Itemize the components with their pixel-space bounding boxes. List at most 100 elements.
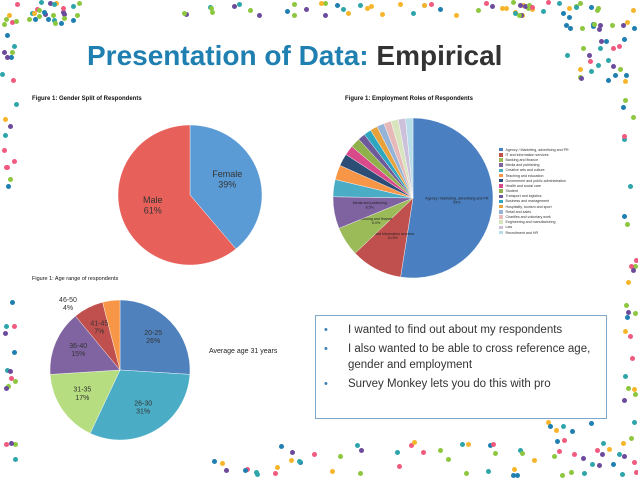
legend-label: Business and management: [505, 199, 550, 204]
legend-swatch: [499, 184, 503, 188]
pie-slice-26-30: [89, 369, 191, 440]
decor-dot: [622, 453, 628, 459]
decor-dot: [12, 44, 18, 50]
decor-dot: [627, 334, 633, 340]
decor-dot: [594, 8, 600, 14]
pie-data-label: IT and information services 10.5%: [371, 232, 414, 240]
decor-dot: [511, 467, 517, 473]
legend-item: Engineering and manufacturing: [499, 220, 619, 225]
decor-dot: [599, 39, 605, 45]
decor-dot: [408, 443, 414, 449]
legend-label: Banking and finance: [505, 157, 539, 162]
decor-dot: [609, 22, 615, 28]
decor-dot: [60, 9, 66, 15]
decor-dot: [567, 15, 573, 21]
decor-dot: [341, 7, 347, 13]
legend-item: Recruitment and HR: [499, 230, 619, 235]
age-pie-svg: 20-25 26% 26-30 31% 31-35 17% 36-40 15%41-45 7% 4…: [49, 297, 191, 440]
decor-dot: [555, 438, 561, 444]
bullet-icon: •: [324, 378, 328, 390]
decor-dot: [4, 368, 10, 374]
decor-dot: [631, 8, 637, 14]
legend-swatch: [499, 204, 503, 209]
decor-dot: [546, 0, 552, 6]
decor-dot: [578, 67, 584, 73]
legend-item: Creative arts and culture: [499, 168, 619, 173]
decor-dot: [209, 6, 215, 12]
bullet-text: Survey Monkey lets you do this with pro: [348, 378, 551, 390]
legend-swatch: [499, 230, 503, 235]
decor-dot: [312, 452, 318, 458]
employment-pie-chart: Agency / Marketing, advertising and PR 53…: [325, 110, 500, 285]
legend-swatch: [499, 225, 503, 230]
decor-dot: [330, 468, 336, 474]
legend-swatch: [499, 158, 503, 162]
decor-dot: [487, 442, 493, 448]
decor-dot: [33, 17, 39, 23]
decor-dot: [606, 77, 612, 83]
decor-dot: [358, 447, 364, 453]
decor-dot: [625, 221, 631, 227]
decor-dot: [625, 314, 631, 320]
decor-dot: [255, 472, 261, 478]
decor-dot: [632, 310, 638, 316]
decor-dot: [9, 54, 15, 60]
decor-dot: [493, 451, 499, 457]
decor-dot: [291, 2, 297, 8]
decor-dot: [540, 8, 546, 14]
decor-dot: [629, 436, 635, 442]
decor-dot: [607, 446, 613, 452]
decor-dot: [620, 23, 626, 29]
decor-dot: [411, 11, 417, 17]
decor-dot: [13, 102, 19, 108]
decor-dot: [552, 454, 558, 460]
decor-dot: [3, 385, 9, 391]
legend-label: Transport and logistics: [505, 194, 542, 199]
decor-dot: [12, 441, 18, 447]
decor-dot: [15, 2, 21, 8]
employment-pie-svg: Agency / Marketing, advertising and PR 53…: [332, 117, 494, 279]
decor-dot: [76, 1, 82, 7]
decor-dot: [632, 26, 638, 32]
decor-dot: [623, 374, 629, 380]
decor-dot: [5, 183, 11, 189]
decor-dot: [59, 20, 65, 26]
decor-dot: [52, 1, 58, 7]
decor-dot: [517, 2, 523, 8]
decor-dot: [9, 376, 15, 382]
decor-dot: [12, 350, 18, 356]
decor-dot: [7, 177, 13, 182]
decor-dot: [412, 440, 418, 446]
legend-swatch: [499, 147, 503, 152]
decor-dot: [632, 387, 638, 393]
decor-dot: [623, 303, 629, 309]
pie-data-label: 36-40 15%: [69, 343, 87, 358]
decor-dot: [224, 468, 230, 474]
legend-item: Charities and voluntary work: [499, 214, 619, 219]
bullet-icon: •: [324, 324, 328, 336]
decor-dot: [581, 456, 587, 462]
decor-dot: [7, 124, 13, 130]
decor-dot: [61, 12, 67, 18]
decor-dot: [4, 164, 10, 170]
decor-dot: [322, 12, 328, 18]
decor-dot: [511, 473, 517, 479]
legend-label: Student: [505, 189, 518, 194]
decor-dot: [632, 391, 638, 397]
legend-label: Retail and sales: [505, 209, 532, 214]
legend-item: Banking and finance: [499, 157, 619, 162]
legend-label: Charities and voluntary work: [505, 215, 551, 220]
decor-dot: [621, 213, 627, 219]
decor-dot: [438, 448, 444, 454]
decor-dot: [600, 441, 606, 447]
legend-swatch: [499, 199, 503, 204]
employment-legend: Agency / Marketing, advertising and PR IT…: [499, 147, 619, 235]
decor-dot: [27, 16, 33, 22]
decor-dot: [42, 12, 48, 18]
decor-dot: [4, 55, 10, 61]
decor-dot: [39, 0, 45, 6]
decor-dot: [357, 471, 363, 477]
decor-dot: [633, 258, 638, 264]
decor-dot: [47, 1, 53, 7]
